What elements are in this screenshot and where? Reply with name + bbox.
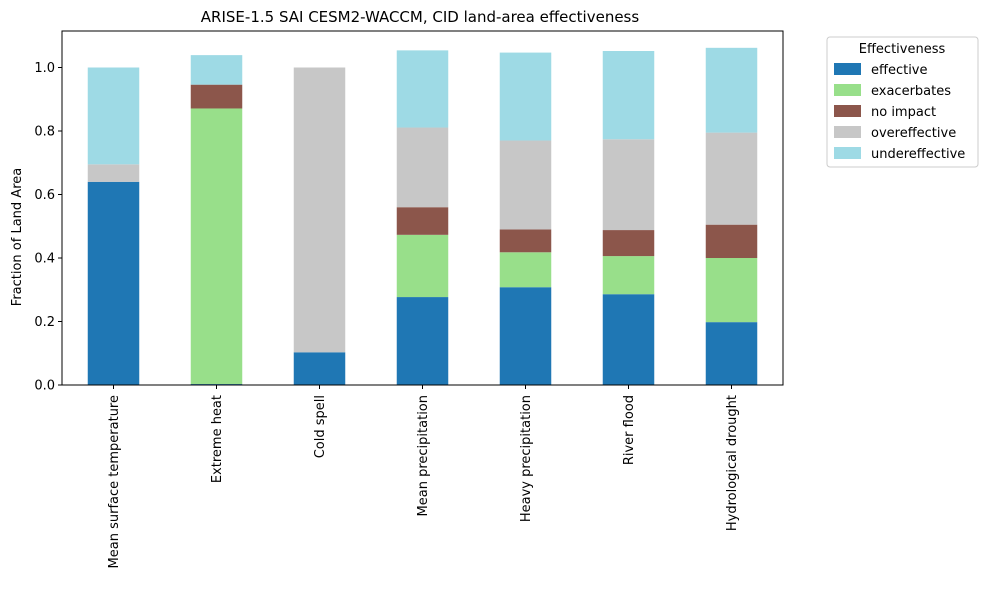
bar-effective-2 xyxy=(293,352,346,385)
legend-label-undereffective: undereffective xyxy=(871,147,965,162)
bar-effective-6 xyxy=(705,322,758,385)
bar-no-impact-3 xyxy=(396,207,449,235)
y-tick-label: 0.2 xyxy=(34,315,55,330)
bar-overeffective-4 xyxy=(499,140,552,230)
plot-area: 0.0 0.2 0.4 0.6 0.8 1.0 Mean surface temperatu… xyxy=(34,30,784,568)
x-tick-label: Extreme heat xyxy=(210,395,225,483)
bar-undereffective-1 xyxy=(190,55,243,85)
y-tick-label: 0.4 xyxy=(34,252,55,267)
legend-swatch-overeffective xyxy=(834,126,861,138)
y-tick-label: 0.0 xyxy=(34,379,55,394)
y-tick-label: 0.6 xyxy=(34,188,55,203)
y-axis-label: Fraction of Land Area xyxy=(10,168,25,306)
x-tick-label: Mean surface temperature xyxy=(107,395,122,568)
bar-no-impact-5 xyxy=(602,230,655,257)
bar-overeffective-0 xyxy=(87,164,140,182)
bar-undereffective-4 xyxy=(499,52,552,141)
x-tick-label: Cold spell xyxy=(313,395,328,458)
bar-exacerbates-4 xyxy=(499,252,552,288)
bar-undereffective-3 xyxy=(396,50,449,128)
legend-label-no-impact: no impact xyxy=(871,105,936,120)
bar-no-impact-6 xyxy=(705,224,758,259)
x-tick-label: Hydrological drought xyxy=(725,395,740,531)
bar-no-impact-1 xyxy=(190,84,243,109)
x-tick-label: Heavy precipitation xyxy=(519,395,534,522)
legend-swatch-no-impact xyxy=(834,105,861,117)
bar-undereffective-6 xyxy=(705,47,758,133)
bar-overeffective-2 xyxy=(293,67,346,353)
bar-undereffective-5 xyxy=(602,51,655,140)
legend-swatch-effective xyxy=(834,63,861,75)
bar-effective-0 xyxy=(87,181,140,385)
legend-label-overeffective: overeffective xyxy=(871,126,956,141)
bar-overeffective-6 xyxy=(705,132,758,225)
x-tick-label: River flood xyxy=(622,395,637,465)
legend-swatch-exacerbates xyxy=(834,84,861,96)
legend-label-exacerbates: exacerbates xyxy=(871,84,951,99)
legend: Effectiveness effective exacerbates no imp… xyxy=(826,36,979,168)
x-tick-label: Mean precipitation xyxy=(416,395,431,516)
bar-overeffective-3 xyxy=(396,127,449,208)
bar-exacerbates-6 xyxy=(705,258,758,323)
y-tick-label: 0.8 xyxy=(34,125,55,140)
bar-effective-5 xyxy=(602,294,655,385)
bar-overeffective-5 xyxy=(602,139,655,231)
bar-undereffective-0 xyxy=(87,67,140,165)
bar-no-impact-4 xyxy=(499,229,552,253)
legend-swatch-undereffective xyxy=(834,147,861,159)
y-tick-label: 1.0 xyxy=(34,61,55,76)
bar-exacerbates-1 xyxy=(190,108,243,385)
bar-effective-3 xyxy=(396,297,449,385)
bar-effective-4 xyxy=(499,287,552,385)
legend-frame xyxy=(826,36,979,168)
bar-exacerbates-5 xyxy=(602,256,655,295)
chart-title: ARISE-1.5 SAI CESM2-WACCM, CID land-area… xyxy=(201,8,640,26)
legend-title: Effectiveness xyxy=(859,42,946,57)
bar-exacerbates-3 xyxy=(396,234,449,298)
legend-label-effective: effective xyxy=(871,63,928,78)
